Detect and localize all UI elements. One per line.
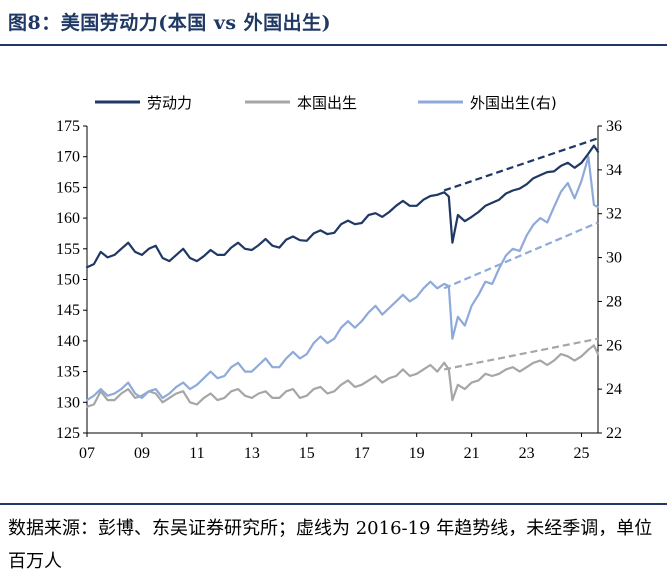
y-left-tick-label: 135 — [56, 364, 80, 381]
series-line — [85, 144, 600, 269]
trend-line — [443, 137, 599, 192]
x-tick-label: 19 — [409, 445, 425, 462]
y-right-tick-label: 36 — [606, 118, 622, 135]
y-right-tick-label: 32 — [606, 206, 622, 223]
x-tick-label: 23 — [519, 445, 535, 462]
trend-lines — [443, 137, 599, 371]
y-right-tick-label: 22 — [606, 425, 622, 442]
y-left-tick-label: 165 — [56, 179, 80, 196]
y-left-tick-label: 150 — [56, 272, 80, 289]
x-tick-label: 07 — [79, 445, 95, 462]
legend-label: 外国出生(右) — [470, 94, 557, 112]
legend-label: 本国出生 — [297, 94, 357, 112]
x-tick-label: 17 — [354, 445, 370, 462]
legend-label: 劳动力 — [147, 94, 192, 112]
series-lines — [85, 144, 600, 408]
series-line — [85, 344, 600, 408]
title-rule — [0, 44, 667, 46]
x-tick-label: 13 — [244, 445, 260, 462]
y-left-tick-label: 140 — [56, 333, 80, 350]
y-left-tick-label: 130 — [56, 394, 80, 411]
trend-line — [443, 337, 599, 371]
y-left-tick-label: 145 — [56, 302, 80, 319]
y-right-tick-label: 26 — [606, 337, 622, 354]
x-tick-label: 09 — [134, 445, 150, 462]
x-tick-label: 11 — [189, 445, 204, 462]
y-right-tick-label: 30 — [606, 250, 622, 267]
x-tick-label: 21 — [464, 445, 480, 462]
y-left-tick-label: 155 — [56, 241, 80, 258]
y-left-tick-label: 170 — [56, 149, 80, 166]
y-left-tick-label: 175 — [56, 118, 80, 135]
x-tick-label: 15 — [299, 445, 315, 462]
trend-line — [443, 221, 599, 290]
axes: 125 130 135 140 145 150 155 160 165 170 175 22 24 26 2… — [56, 118, 622, 462]
y-right-tick-label: 24 — [606, 381, 622, 398]
y-left-tick-label: 125 — [56, 425, 80, 442]
y-right-tick-label: 28 — [606, 293, 622, 310]
labor-force-chart: 劳动力 本国出生 外国出生(右) 1251301351401451501551601… — [56, 94, 622, 462]
source-note: 数据来源：彭博、东吴证券研究所；虚线为 2016-19 年趋势线，未经季调，单位… — [8, 518, 653, 572]
x-tick-label: 25 — [574, 445, 590, 462]
figure-title: 图8：美国劳动力(本国 vs 外国出生) — [8, 12, 332, 34]
chart-legend: 劳动力 本国出生 外国出生(右) — [95, 94, 557, 112]
series-line — [85, 155, 600, 402]
y-right-tick-label: 34 — [606, 162, 622, 179]
y-left-tick-label: 160 — [56, 210, 80, 227]
source-rule — [0, 503, 667, 505]
